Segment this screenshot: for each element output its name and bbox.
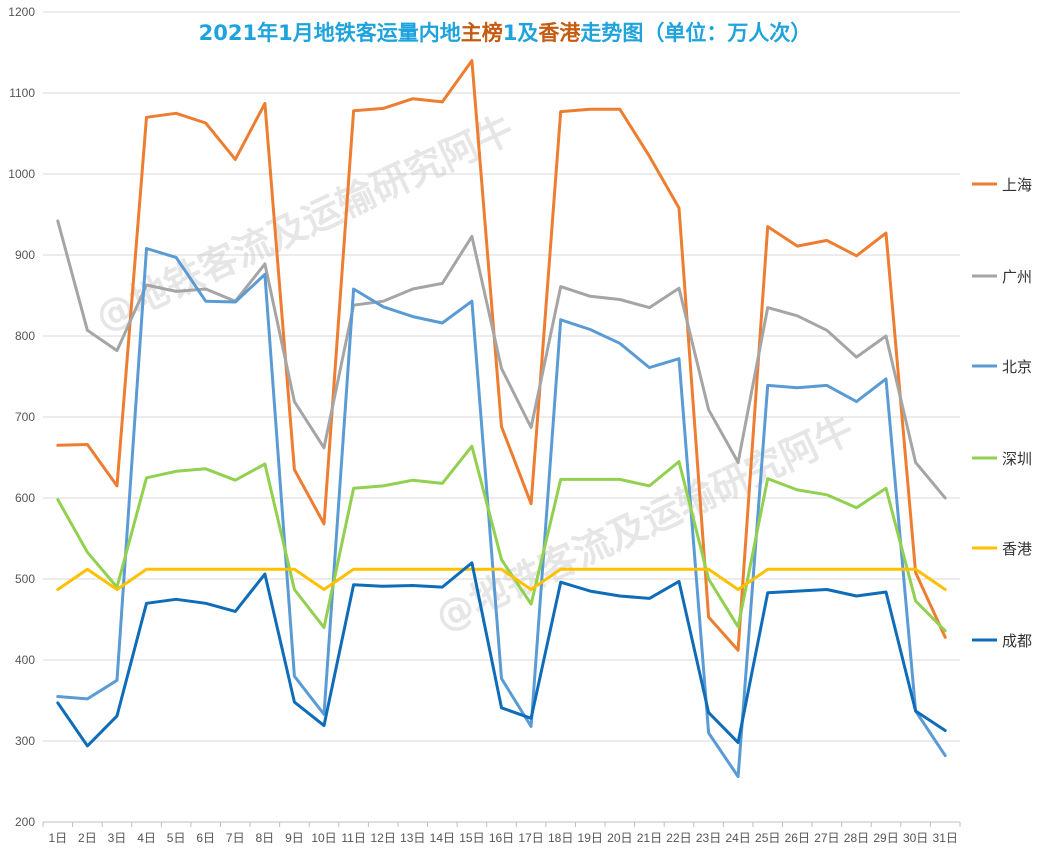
series-line-4 <box>56 567 947 591</box>
x-tick-label: 13日 <box>400 831 425 845</box>
x-tick-label: 17日 <box>518 831 543 845</box>
legend-label: 北京 <box>1002 358 1032 376</box>
x-tick-label: 14日 <box>430 831 455 845</box>
y-tick-label: 500 <box>15 572 35 586</box>
x-tick-label: 7日 <box>226 831 245 845</box>
legend-label: 深圳 <box>1002 450 1032 468</box>
x-tick-label: 31日 <box>933 831 958 845</box>
x-tick-label: 23日 <box>696 831 721 845</box>
x-tick-label: 12日 <box>370 831 395 845</box>
title-segment-5: 走势图（单位：万人次） <box>580 21 811 45</box>
title-segment-4: 香港 <box>538 21 581 45</box>
y-tick-label: 1200 <box>8 5 35 19</box>
x-tick-label: 20日 <box>607 831 632 845</box>
x-tick-label: 19日 <box>578 831 603 845</box>
series-line-2 <box>56 247 947 779</box>
x-tick-label: 25日 <box>755 831 780 845</box>
x-tick-label: 15日 <box>459 831 484 845</box>
series-line-0 <box>56 59 947 652</box>
x-tick-label: 27日 <box>814 831 839 845</box>
series-lines <box>56 59 947 779</box>
x-tick-label: 3日 <box>108 831 127 845</box>
y-tick-label: 700 <box>15 410 35 424</box>
x-tick-label: 1日 <box>48 831 67 845</box>
series-line-3 <box>56 444 947 633</box>
title-segment-0: 2021年1月地铁客运量内地 <box>199 21 461 45</box>
y-tick-label: 200 <box>15 815 35 829</box>
x-tick-label: 2日 <box>78 831 97 845</box>
x-tick-label: 29日 <box>873 831 898 845</box>
y-tick-label: 800 <box>15 329 35 343</box>
y-tick-label: 1000 <box>8 167 35 181</box>
x-tick-label: 18日 <box>548 831 573 845</box>
x-tick-label: 10日 <box>311 831 336 845</box>
axes: 200 300 400 500 600 700 800 900 1000 1100 1200 1日 2日… <box>8 5 961 845</box>
x-tick-label: 5日 <box>167 831 186 845</box>
x-tick-label: 21日 <box>637 831 662 845</box>
x-tick-label: 4日 <box>137 831 156 845</box>
x-tick-label: 24日 <box>725 831 750 845</box>
x-tick-label: 11日 <box>341 831 365 845</box>
title-segment-2: 1 <box>503 21 518 45</box>
y-tick-label: 400 <box>15 653 35 667</box>
legend-label: 上海 <box>1002 176 1032 194</box>
x-tick-label: 6日 <box>196 831 215 845</box>
series-line-1 <box>56 219 947 500</box>
y-tick-label: 900 <box>15 248 35 262</box>
x-tick-label: 16日 <box>489 831 514 845</box>
legend-label: 成都 <box>1002 632 1032 650</box>
x-tick-label: 26日 <box>785 831 810 845</box>
y-tick-label: 1100 <box>9 86 35 100</box>
x-tick-label: 8日 <box>256 831 275 845</box>
y-tick-label: 600 <box>15 491 35 505</box>
title-segment-1: 主榜 <box>461 21 503 45</box>
legend-label: 广州 <box>1002 268 1032 286</box>
x-tick-label: 22日 <box>666 831 691 845</box>
series-line-5 <box>56 561 947 748</box>
x-tick-label: 30日 <box>903 831 928 845</box>
legend-label: 香港 <box>1002 540 1032 558</box>
title-segment-3: 及 <box>517 21 539 45</box>
x-tick-label: 9日 <box>285 831 304 845</box>
chart-title: 2021年1月地铁客运量内地主榜1及香港走势图（单位：万人次） <box>199 21 812 45</box>
y-tick-label: 300 <box>15 734 35 748</box>
x-tick-label: 28日 <box>844 831 869 845</box>
